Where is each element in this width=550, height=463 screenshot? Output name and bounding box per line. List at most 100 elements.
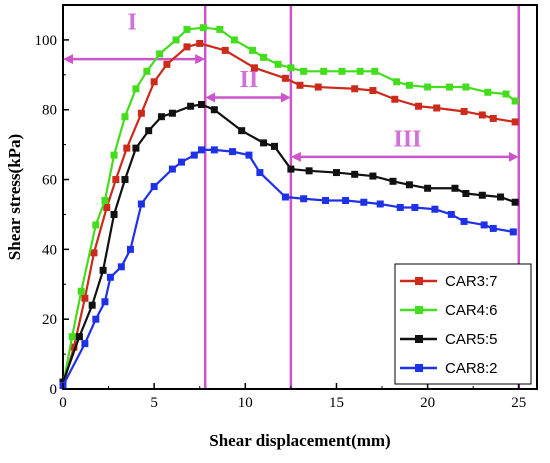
x-tick-label: 5 bbox=[150, 395, 158, 411]
legend-label: CAR3:7 bbox=[445, 273, 498, 290]
data-point bbox=[424, 184, 432, 192]
data-point bbox=[462, 190, 470, 198]
data-point bbox=[431, 205, 439, 213]
series-layer bbox=[59, 24, 519, 390]
plot-area bbox=[62, 4, 538, 390]
data-point bbox=[424, 83, 432, 91]
data-point bbox=[101, 298, 109, 306]
data-point bbox=[121, 113, 129, 121]
x-tick-label: 0 bbox=[59, 395, 67, 411]
data-point bbox=[198, 146, 206, 154]
data-point bbox=[187, 102, 195, 110]
data-point bbox=[196, 39, 204, 47]
data-point bbox=[221, 46, 229, 54]
data-point bbox=[190, 151, 198, 159]
data-point bbox=[150, 78, 158, 86]
data-point bbox=[216, 25, 224, 33]
data-point bbox=[460, 107, 468, 115]
data-point bbox=[300, 195, 308, 203]
data-point bbox=[511, 198, 519, 206]
data-point bbox=[137, 109, 145, 117]
data-point bbox=[150, 183, 158, 191]
data-point bbox=[502, 90, 510, 98]
data-point bbox=[199, 24, 207, 32]
legend-swatch-marker bbox=[415, 364, 423, 372]
y-tick-label: 80 bbox=[42, 103, 57, 119]
legend-label: CAR4:6 bbox=[445, 302, 498, 319]
data-point bbox=[198, 100, 206, 108]
data-point bbox=[376, 200, 384, 208]
plot-frame bbox=[62, 4, 538, 390]
legend-item: CAR5:5 bbox=[400, 331, 498, 348]
y-tick-label: 100 bbox=[35, 33, 58, 49]
data-point bbox=[489, 224, 497, 232]
data-point bbox=[322, 196, 330, 204]
data-point bbox=[132, 85, 140, 93]
data-point bbox=[183, 43, 191, 51]
data-point bbox=[143, 67, 151, 75]
data-point bbox=[256, 169, 264, 177]
data-point bbox=[156, 50, 164, 58]
legend-item: CAR8:2 bbox=[400, 360, 498, 377]
data-point bbox=[92, 315, 100, 323]
data-point bbox=[132, 144, 140, 152]
legend-item: CAR4:6 bbox=[400, 302, 498, 319]
data-point bbox=[371, 67, 379, 75]
data-point bbox=[511, 118, 519, 126]
x-tick-label: 10 bbox=[238, 395, 253, 411]
data-point bbox=[478, 191, 486, 199]
data-point bbox=[351, 85, 359, 93]
data-point bbox=[123, 144, 131, 152]
data-point bbox=[250, 64, 258, 72]
data-point bbox=[274, 60, 282, 68]
data-point bbox=[210, 146, 218, 154]
data-point bbox=[396, 203, 404, 211]
data-point bbox=[369, 172, 377, 180]
data-point bbox=[270, 142, 278, 150]
data-point bbox=[238, 127, 246, 135]
legend: CAR3:7 CAR4:6 CAR5:5 CAR8:2 bbox=[394, 263, 532, 385]
legend-swatch-marker bbox=[415, 335, 423, 343]
y-tick-label: 20 bbox=[42, 312, 57, 328]
data-point bbox=[168, 109, 176, 117]
data-point bbox=[342, 196, 350, 204]
data-point bbox=[110, 210, 118, 218]
data-point bbox=[172, 36, 180, 44]
legend-item: CAR3:7 bbox=[400, 273, 498, 290]
data-point bbox=[489, 114, 497, 122]
data-point bbox=[281, 74, 289, 82]
data-point bbox=[121, 176, 129, 184]
x-tick-label: 25 bbox=[511, 395, 526, 411]
data-point bbox=[451, 184, 459, 192]
data-point bbox=[478, 111, 486, 119]
data-point bbox=[305, 167, 313, 175]
data-point bbox=[103, 203, 111, 211]
data-point bbox=[480, 221, 488, 229]
data-point bbox=[110, 151, 118, 159]
data-point bbox=[126, 245, 134, 253]
data-point bbox=[249, 46, 257, 54]
y-tick-label: 60 bbox=[42, 173, 57, 189]
data-point bbox=[90, 249, 98, 257]
data-point bbox=[112, 176, 120, 184]
data-point bbox=[509, 228, 517, 236]
data-point bbox=[338, 67, 346, 75]
data-point bbox=[168, 165, 176, 173]
data-point bbox=[445, 83, 453, 91]
legend-label: CAR8:2 bbox=[445, 360, 498, 377]
data-point bbox=[393, 78, 401, 86]
data-point bbox=[145, 127, 153, 135]
data-point bbox=[389, 177, 397, 185]
data-point bbox=[391, 95, 399, 103]
data-point bbox=[163, 60, 171, 68]
stage-label: III bbox=[394, 126, 422, 152]
data-point bbox=[287, 64, 295, 72]
data-point bbox=[447, 210, 455, 218]
data-point bbox=[369, 87, 377, 95]
data-point bbox=[511, 97, 519, 105]
data-point bbox=[77, 287, 85, 295]
data-point bbox=[157, 113, 165, 121]
data-point bbox=[260, 53, 268, 61]
